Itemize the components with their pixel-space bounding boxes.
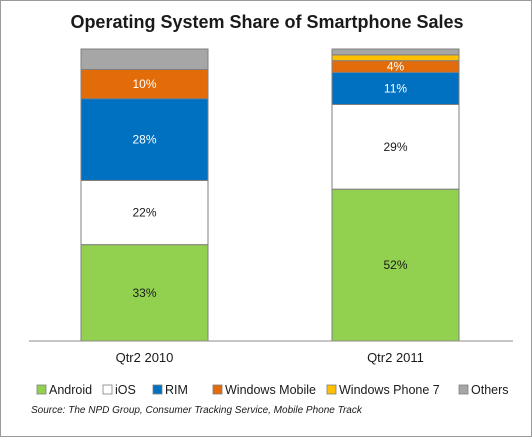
data-label-ios-qtr2-2011: 29% [383,140,407,154]
legend: Android iOS RIM Windows Mobile Windows Phone… [36,383,509,397]
legend-label-android: Android [49,383,92,397]
bar-segment-rim-qtr2-2011 [331,71,460,105]
bar-segment-ios-qtr2-2011 [331,103,460,190]
data-label-android-qtr2-2011: 52% [383,258,407,272]
legend-swatch-android [36,384,47,395]
data-label-rim-qtr2-2011: 11% [384,81,407,95]
data-label-windows-mobile-qtr2-2010: 10% [132,77,156,91]
bar-segment-windows-mobile-qtr2-2010 [80,68,209,100]
data-label-rim-qtr2-2010: 28% [132,133,156,147]
bar-segment-windows-phone-7-qtr2-2011 [331,54,460,62]
bar-segment-android-qtr2-2011 [331,188,460,342]
legend-label-rim: RIM [165,383,188,397]
legend-label-ios: iOS [115,383,136,397]
legend-swatch-windows-mobile [212,384,223,395]
data-label-ios-qtr2-2010: 22% [132,206,156,220]
bar-segment-android-qtr2-2010 [80,244,209,342]
category-axis: Qtr2 2010 Qtr2 2011 [116,350,424,365]
legend-label-windows-mobile: Windows Mobile [225,383,316,397]
data-label-windows-mobile-qtr2-2011: 4% [387,60,405,74]
bar-area: 33% 22% 28% 10% 52% 29% 11% 4% [80,48,460,342]
bar-segment-others-qtr2-2011 [331,48,460,56]
bar-segment-ios-qtr2-2010 [80,179,209,246]
chart-title: Operating System Share of Smartphone Sal… [70,12,463,32]
source-note: Source: The NPD Group, Consumer Tracking… [31,405,363,416]
legend-label-others: Others [471,383,509,397]
data-label-android-qtr2-2010: 33% [132,286,156,300]
legend-swatch-rim [152,384,163,395]
category-label-qtr2-2011: Qtr2 2011 [367,350,424,365]
legend-swatch-others [458,384,469,395]
legend-swatch-ios [102,384,113,395]
bar-segment-others-qtr2-2010 [80,48,209,70]
legend-swatch-windows-phone-7 [326,384,337,395]
legend-label-windows-phone-7: Windows Phone 7 [339,383,440,397]
category-label-qtr2-2010: Qtr2 2010 [116,350,174,365]
